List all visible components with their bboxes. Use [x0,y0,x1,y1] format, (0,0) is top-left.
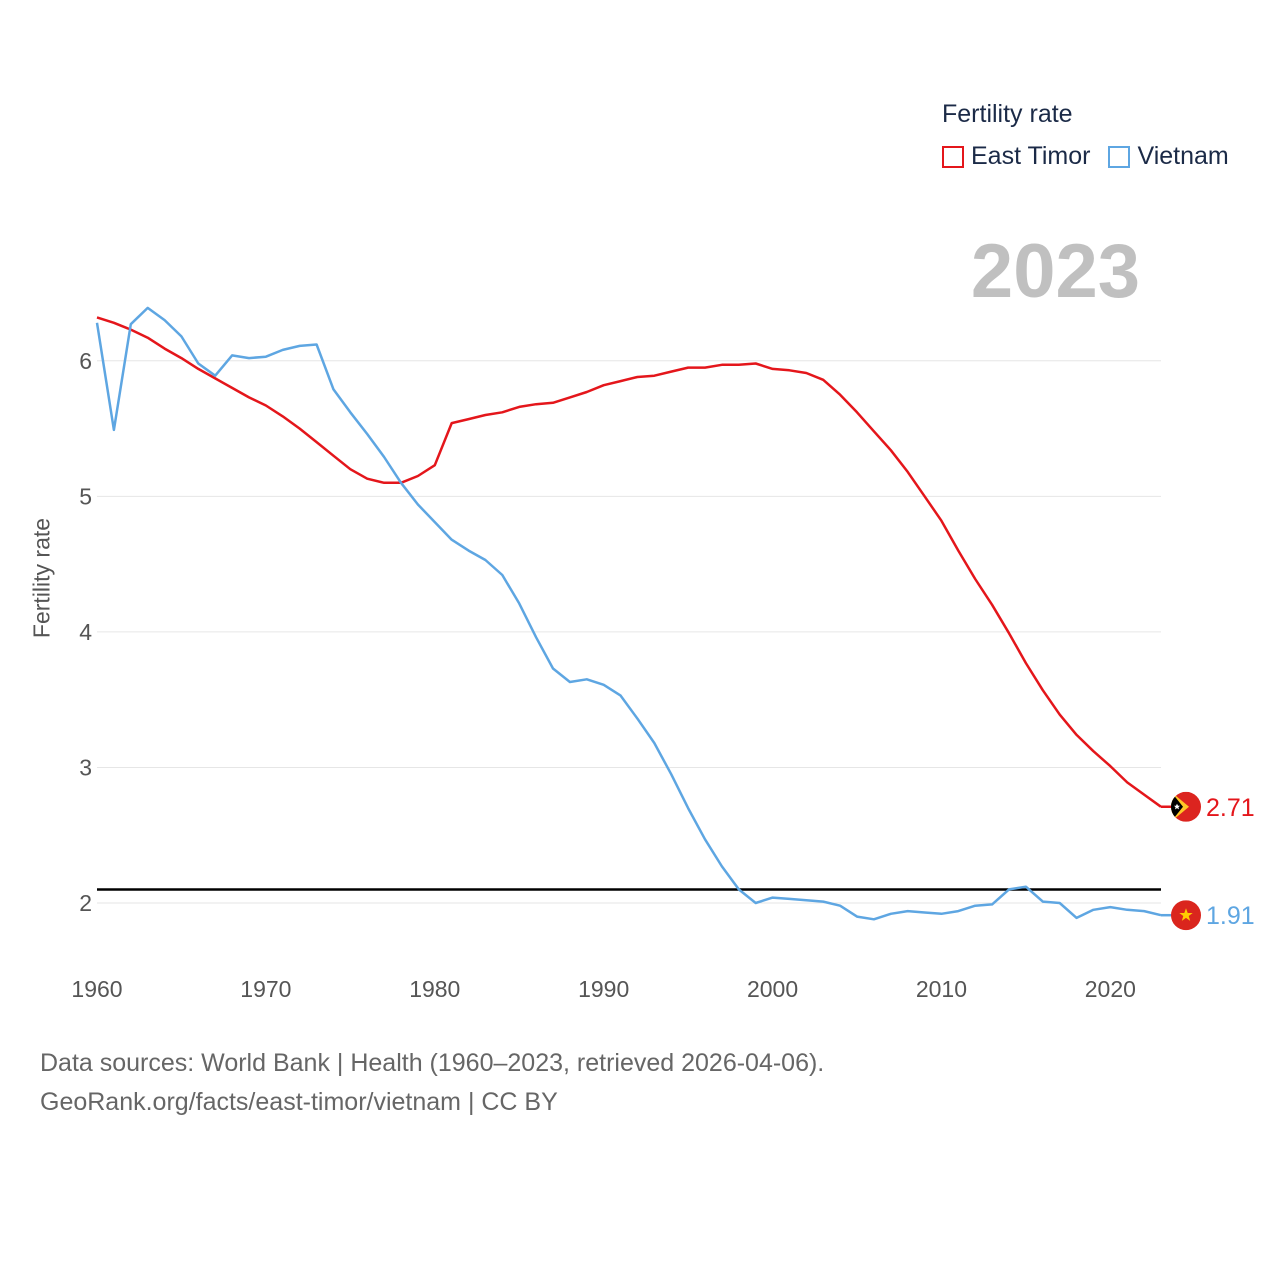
legend-item-vietnam[interactable]: Vietnam [1108,142,1229,171]
y-axis-ticks: 2 3 4 5 6 [79,348,92,916]
legend-title: Fertility rate [942,100,1073,128]
legend-swatch-east-timor [942,145,964,168]
y-tick-label-5: 5 [79,483,92,509]
x-tick-label-1980: 1980 [409,976,460,1002]
legend: East Timor Vietnam [942,142,1247,171]
legend-swatch-vietnam [1108,145,1131,168]
end-label-vietnam: 1.91 [1206,902,1255,930]
y-tick-label-6: 6 [79,348,92,374]
series-line-vietnam[interactable] [95,306,1162,921]
gridlines [97,360,1161,904]
x-tick-label-1960: 1960 [71,976,122,1002]
x-axis-ticks: 1960 1970 1980 1990 2000 2010 2020 [71,976,1136,1002]
series-lines [95,306,1172,921]
y-tick-label-2: 2 [79,890,92,916]
end-label-east-timor: 2.71 [1206,794,1255,822]
series-line-east-timor[interactable] [96,316,1162,808]
x-tick-label-2000: 2000 [747,976,798,1002]
x-tick-label-2010: 2010 [916,976,967,1002]
x-tick-label-1990: 1990 [578,976,629,1002]
footer-link: GeoRank.org/facts/east-timor/vietnam | C… [40,1088,558,1116]
highlight-year-label: 2023 [970,229,1140,314]
y-tick-label-3: 3 [79,754,92,780]
legend-label-east-timor: East Timor [971,142,1091,170]
x-tick-label-1970: 1970 [240,976,291,1002]
y-tick-label-4: 4 [79,619,92,645]
legend-item-east-timor[interactable]: East Timor [942,142,1090,171]
vietnam-flag-icon [1171,900,1201,931]
y-axis-label: Fertility rate [28,517,55,639]
x-tick-label-2020: 2020 [1085,976,1136,1002]
legend-label-vietnam: Vietnam [1137,142,1229,170]
east-timor-flag-icon [1171,791,1201,822]
footer: Data sources: World Bank | Health (1960–… [40,1044,824,1122]
footer-sources: Data sources: World Bank | Health (1960–… [40,1049,825,1077]
series-end-labels: 2.71 1.91 [1206,794,1255,930]
